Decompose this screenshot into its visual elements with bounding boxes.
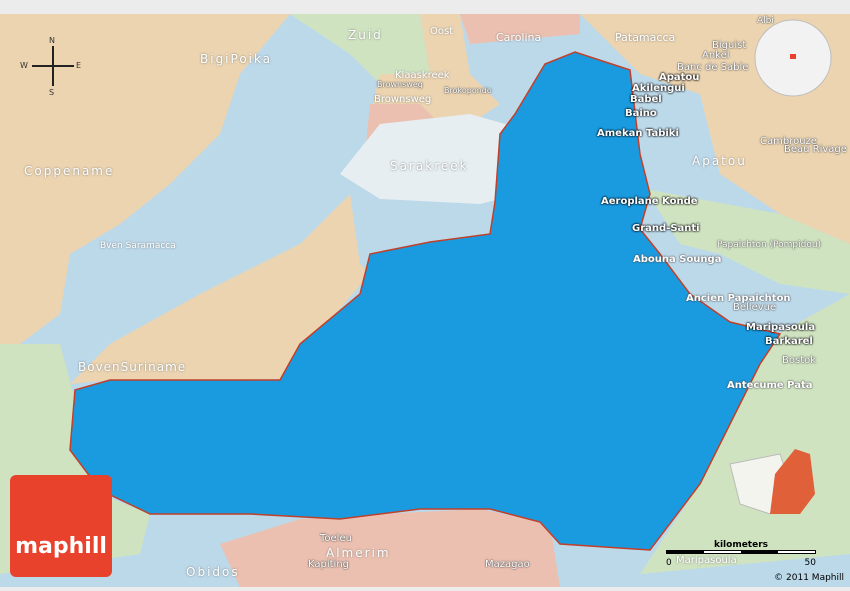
region-label: Carolina — [496, 31, 541, 44]
place-label: Beau Rivage — [784, 144, 847, 155]
scale-unit: kilometers — [666, 540, 816, 550]
place-label: Abouna Sounga — [633, 254, 721, 265]
region-label: Bven Saramacca — [100, 241, 176, 251]
region-label: Zuid — [348, 28, 383, 42]
region-label: Brownsweg — [374, 94, 431, 105]
place-label: Apatou — [659, 72, 699, 83]
region-label: Almerim — [326, 546, 391, 560]
globe-location-marker — [790, 54, 796, 59]
compass-n: N — [49, 36, 55, 45]
place-label: Toeleu — [320, 533, 352, 544]
place-label: Ankel — [702, 50, 730, 61]
scale-max: 50 — [805, 558, 816, 568]
region-label: Brownsweg — [377, 80, 423, 89]
place-label: Bostok — [782, 355, 816, 366]
region-label: Papaichton (Pompidou) — [717, 240, 821, 250]
place-label: Grand-Santi — [632, 223, 700, 234]
compass-w: W — [20, 61, 28, 70]
place-label: Obidos — [186, 565, 240, 579]
scale-bar: kilometers 0 50 — [666, 540, 816, 554]
place-label: Albi — [757, 16, 774, 26]
region-label: Coppename — [24, 164, 114, 178]
place-label: Antecume Pata — [727, 380, 813, 391]
place-label: Akilengui — [632, 83, 685, 94]
region-label: BovenSuriname — [78, 360, 186, 374]
region-label: Patamacca — [615, 31, 675, 44]
region-label: Sarakreek — [390, 159, 469, 173]
region-label: Oost — [430, 26, 453, 37]
place-label: Barkarel — [765, 336, 813, 347]
scale-min: 0 — [666, 558, 672, 568]
compass-icon: N S W E — [20, 36, 86, 102]
copyright: © 2011 Maphill — [774, 573, 844, 583]
place-label: Maripasoula — [746, 322, 815, 333]
place-label: Aeroplane Konde — [601, 196, 698, 207]
region-label: Brokopondo — [444, 86, 492, 95]
region-label: Maripasoula — [676, 555, 737, 566]
place-label: Kapiting — [308, 559, 349, 570]
region-label: BigiPoika — [200, 52, 272, 66]
logo-text: maphill — [15, 534, 107, 559]
place-label: Mazagao — [485, 559, 530, 570]
map-canvas[interactable]: N S W E Zuid Oost Carolina Patamacca Big… — [0, 14, 850, 587]
region-label: Apatou — [692, 154, 747, 168]
place-label: Baino — [625, 108, 657, 119]
compass-e: E — [76, 61, 81, 70]
maphill-logo[interactable]: maphill — [10, 475, 112, 577]
compass-s: S — [49, 88, 54, 97]
place-label: Bellevue — [733, 302, 776, 313]
place-label: Babel — [630, 94, 662, 105]
place-label: Amekan Tabiki — [597, 128, 679, 139]
